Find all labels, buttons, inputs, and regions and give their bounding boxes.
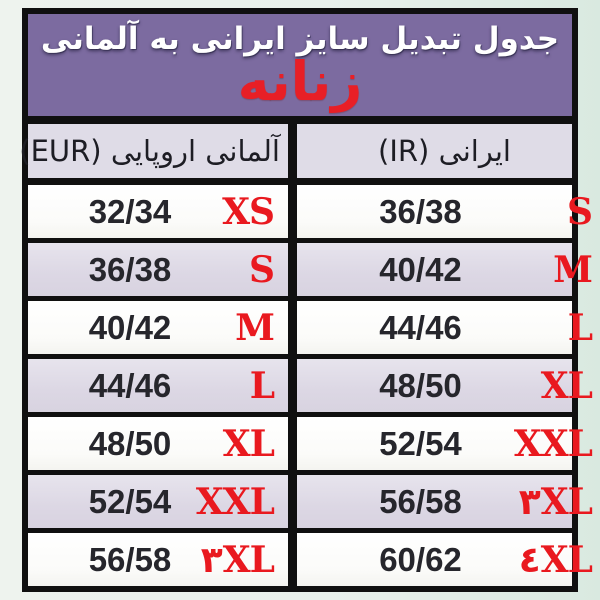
eur-cell: 52/54 XXL [28,475,288,528]
ir-cell: 56/58 ۳XL [297,475,593,528]
ir-cell: 40/42 M [297,243,593,296]
table-row: 56/58 ۳XL 60/62 ٤XL [28,533,593,586]
column-divider [288,359,297,412]
ir-size-value: 52/54 [379,424,462,462]
eur-size-value: 56/58 [88,540,172,578]
eur-size-letter: XL [222,422,275,465]
row-separator [28,470,572,475]
column-divider [288,124,297,178]
eur-size-letter: M [235,306,275,349]
column-header-row: آلمانی اروپایی (EUR) ایرانی (IR) [19,124,572,178]
size-conversion-table: جدول تبدیل سایز ایرانی به آلمانی زنانه آ… [19,8,593,592]
ir-size-letter: L [567,306,593,349]
ir-cell: 52/54 XXL [297,417,593,470]
column-divider [288,533,297,586]
ir-size-value: 36/38 [379,192,462,230]
ir-cell: 60/62 ٤XL [297,533,593,586]
ir-column-label: ایرانی (IR) [378,134,511,168]
ir-size-letter: XL [540,364,593,407]
horizontal-divider [28,178,572,185]
ir-size-letter: ٤XL [518,538,593,581]
table-row: 36/38 S 40/42 M [28,243,593,296]
eur-cell: 48/50 XL [28,417,288,470]
ir-size-value: 44/46 [379,308,462,346]
ir-header-cell: ایرانی (IR) [297,124,572,178]
eur-size-letter: XXL [195,480,275,523]
eur-cell: 40/42 M [28,301,288,354]
ir-size-value: 60/62 [379,540,462,578]
eur-size-letter: XS [222,190,275,233]
ir-cell: 44/46 L [297,301,593,354]
eur-size-value: 52/54 [88,482,172,520]
eur-cell: 32/34 XS [28,185,288,238]
eur-size-value: 36/38 [88,250,172,288]
eur-cell: 36/38 S [28,243,288,296]
eur-cell: 44/46 L [28,359,288,412]
women-label: زنانه [237,50,363,113]
eur-size-value: 40/42 [88,308,172,346]
horizontal-divider [28,116,572,124]
eur-size-value: 44/46 [88,366,172,404]
ir-size-letter: ۳XL [518,480,593,523]
table-row: 48/50 XL 52/54 XXL [28,417,593,470]
page-title: جدول تبدیل سایز ایرانی به آلمانی [40,21,560,57]
row-separator [28,296,572,301]
column-divider [288,243,297,296]
title-band: جدول تبدیل سایز ایرانی به آلمانی زنانه [28,14,572,116]
table-row: 52/54 XXL 56/58 ۳XL [28,475,593,528]
eur-size-letter: ۳XL [200,538,275,581]
eur-header-cell: آلمانی اروپایی (EUR) [19,124,288,178]
column-divider [288,301,297,354]
row-separator [28,238,572,243]
column-divider [288,417,297,470]
table-row: 32/34 XS 36/38 S [28,185,593,238]
ir-size-value: 40/42 [379,250,462,288]
row-separator [28,354,572,359]
ir-size-value: 48/50 [379,366,462,404]
ir-cell: 36/38 S [297,185,593,238]
eur-cell: 56/58 ۳XL [28,533,288,586]
table-row: 44/46 L 48/50 XL [28,359,593,412]
row-separator [28,412,572,417]
eur-size-value: 48/50 [88,424,172,462]
column-divider [288,185,297,238]
eur-size-letter: S [249,248,275,291]
column-divider [288,475,297,528]
ir-size-letter: M [553,248,593,291]
table-row: 40/42 M 44/46 L [28,301,593,354]
ir-cell: 48/50 XL [297,359,593,412]
eur-column-label: آلمانی اروپایی (EUR) [19,134,280,168]
eur-size-letter: L [249,364,275,407]
ir-size-value: 56/58 [379,482,462,520]
eur-size-value: 32/34 [88,192,172,230]
row-separator [28,528,572,533]
ir-size-letter: S [567,190,593,233]
ir-size-letter: XXL [513,422,593,465]
